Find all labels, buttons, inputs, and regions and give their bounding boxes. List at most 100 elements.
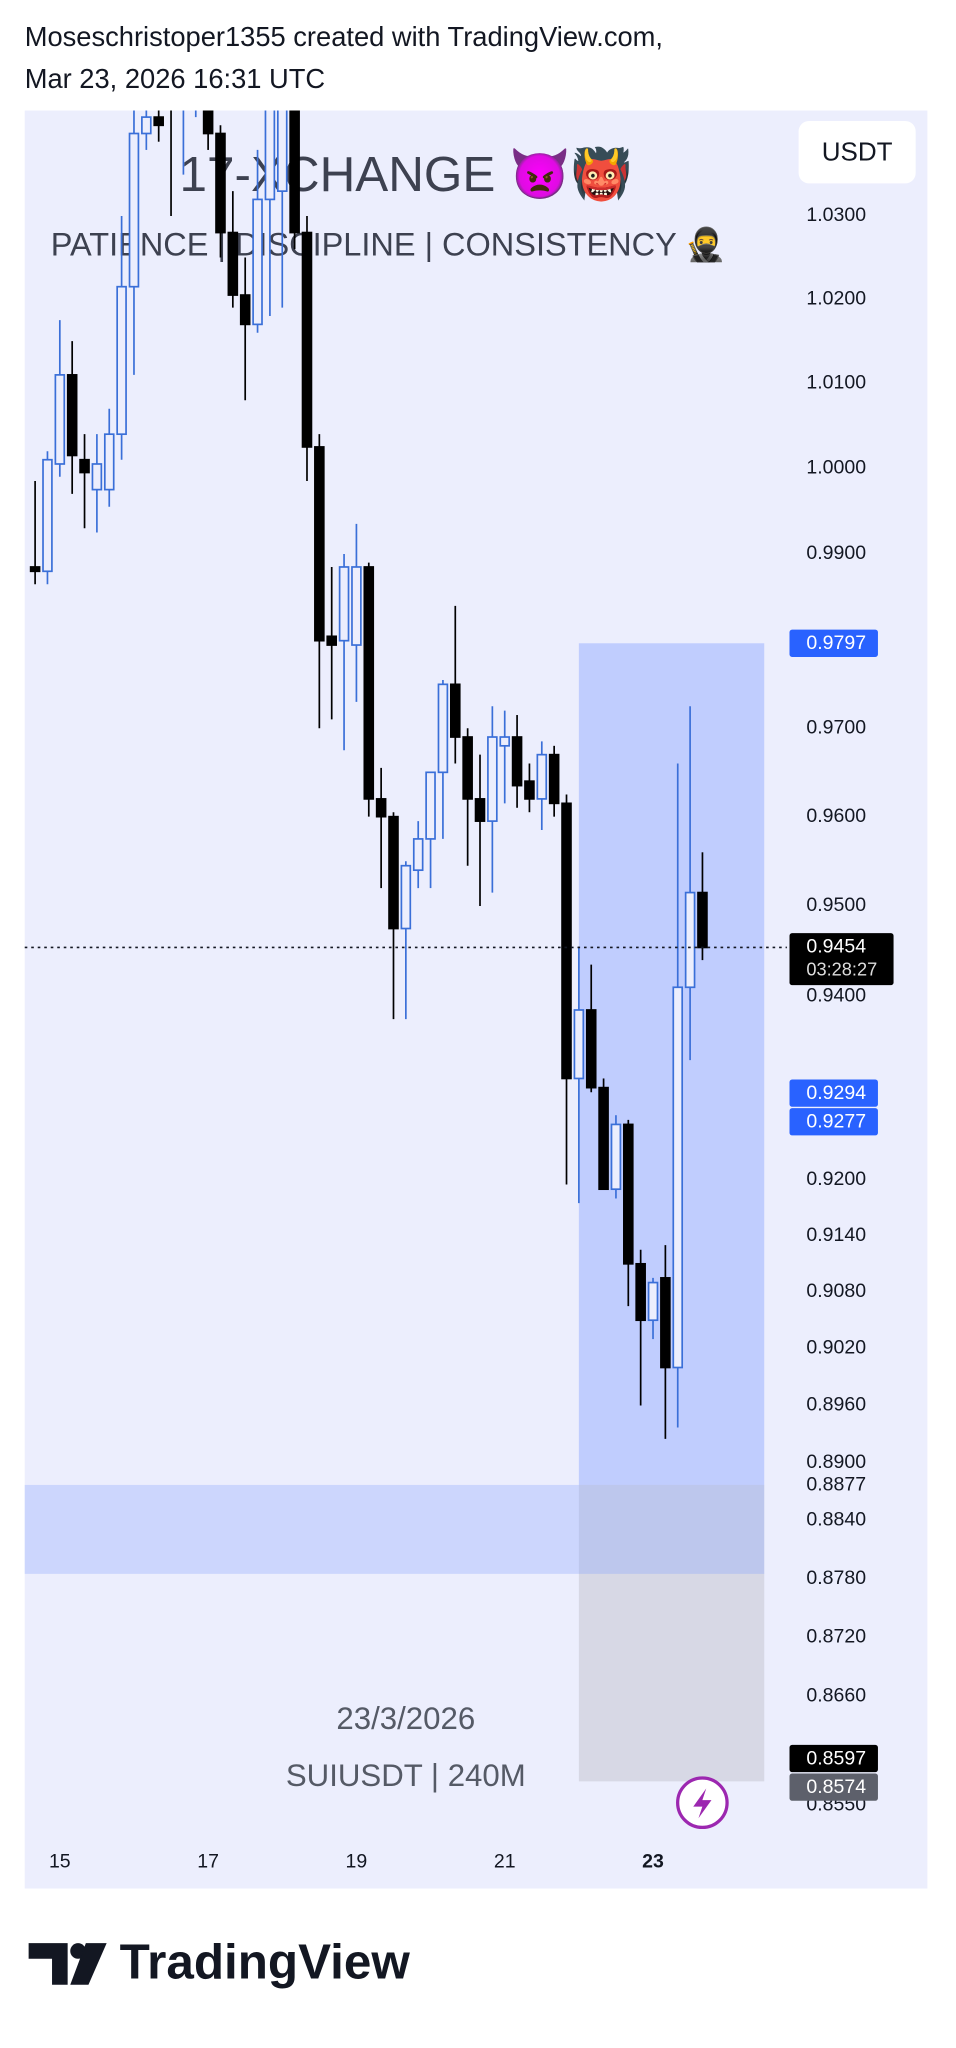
x-tick-label: 15: [49, 1851, 71, 1873]
y-tick-label: 0.9700: [806, 716, 866, 738]
countdown-label: 03:28:27: [806, 960, 877, 980]
candle-body: [276, 110, 288, 192]
price-label-bg: [789, 1079, 878, 1107]
candle-body: [623, 1123, 634, 1265]
alert-icon[interactable]: [676, 1776, 729, 1830]
candle-body: [412, 838, 424, 872]
candle-body: [548, 753, 560, 805]
y-tick-label: 1.0100: [806, 371, 866, 393]
candle-body: [474, 798, 486, 822]
y-tick-label: 0.9140: [806, 1224, 866, 1246]
price-label-bg: [789, 1773, 878, 1801]
candle-body: [239, 294, 251, 326]
price-label-bg: [789, 629, 878, 657]
y-tick-label: 0.8720: [806, 1625, 866, 1647]
y-tick-label: 1.0200: [806, 287, 866, 309]
y-tick-label: 0.8660: [806, 1684, 866, 1706]
candle-body: [487, 736, 498, 822]
y-tick-label: 0.9200: [806, 1168, 866, 1190]
y-tick-label: 0.9900: [806, 542, 866, 564]
candle-body: [42, 458, 53, 573]
candle-body: [610, 1123, 622, 1191]
plot-area: [24, 110, 765, 1782]
currency-label: USDT: [822, 136, 893, 166]
y-tick-label: 1.0000: [806, 456, 866, 478]
candle-body: [511, 736, 523, 787]
candle-body: [314, 446, 325, 642]
candle-body: [449, 683, 461, 738]
y-tick-label: 0.8780: [806, 1567, 866, 1589]
candle-body: [388, 815, 399, 930]
price-label: 0.9294: [806, 1082, 866, 1104]
candle-body: [128, 132, 140, 288]
candle-body: [573, 1009, 585, 1080]
price-label-bg: [789, 1108, 878, 1136]
x-tick-label: 17: [197, 1851, 219, 1873]
y-tick-label: 1.0300: [806, 204, 866, 226]
watermark-symbol: SUIUSDT | 240M: [286, 1758, 526, 1793]
current-price-label: 0.9454: [806, 936, 866, 958]
watermark-title: 17-XCHANGE 👿👹: [180, 144, 633, 202]
watermark-subtitle: PATIENCE | DISCIPLINE | CONSISTENCY 🥷: [51, 226, 726, 264]
candle-body: [351, 566, 362, 646]
candle-body: [524, 780, 535, 800]
candle-body: [660, 1277, 671, 1369]
y-tick-label: 0.9080: [806, 1280, 866, 1302]
x-tick-label: 19: [346, 1851, 368, 1873]
y-tick-label: 0.9400: [806, 985, 866, 1007]
candle-body: [585, 1009, 597, 1089]
candle-body: [536, 753, 548, 800]
candle-body: [301, 231, 313, 448]
price-label: 0.9277: [806, 1111, 866, 1133]
currency-button[interactable]: [798, 120, 916, 184]
candle-body: [326, 635, 337, 646]
candle-body: [91, 463, 103, 491]
candle-body: [400, 864, 412, 930]
candle-body: [437, 683, 449, 774]
candle-body: [215, 132, 226, 234]
header-line: Mar 23, 2026 16:31 UTC: [25, 63, 325, 94]
price-label: 0.8597: [806, 1747, 866, 1769]
candle-body: [103, 433, 115, 491]
brand: TradingView: [120, 1934, 411, 1989]
candle-body: [141, 116, 152, 135]
price-zone: [578, 643, 765, 1485]
price-label: 0.9797: [806, 632, 866, 654]
candle-body: [153, 116, 164, 127]
y-tick-label: 0.8840: [806, 1509, 866, 1531]
price-label: 0.8574: [806, 1776, 866, 1798]
y-tick-label: 0.8960: [806, 1394, 866, 1416]
candle-body: [116, 285, 127, 436]
candle-body: [375, 798, 387, 818]
y-tick-label: 0.9500: [806, 894, 866, 916]
candle-body: [79, 458, 90, 474]
header-line: Moseschristoper1355 created with Trading…: [25, 21, 663, 52]
candle-body: [363, 566, 375, 800]
candle-body: [647, 1281, 659, 1322]
candle-body: [684, 891, 696, 989]
candle-body: [425, 771, 436, 840]
candle-body: [462, 736, 473, 800]
watermark-date: 23/3/2026: [336, 1701, 475, 1736]
price-label: 0.8877: [806, 1474, 866, 1496]
candle-body: [264, 110, 276, 201]
price-zone: [578, 1484, 765, 1782]
current-price-bg: [789, 933, 894, 986]
candle-body: [54, 374, 66, 465]
candle-body: [338, 566, 350, 642]
candle-body: [598, 1086, 609, 1191]
price-label-bg: [789, 1744, 878, 1773]
candle-body: [499, 736, 511, 747]
candle-body: [289, 110, 300, 234]
x-tick-label: 23: [642, 1851, 664, 1873]
y-tick-label: 0.9600: [806, 805, 866, 827]
tradingview-logo: [28, 1943, 107, 1985]
candle-body: [561, 802, 572, 1080]
candle-body: [227, 231, 239, 296]
y-tick-label: 0.8900: [806, 1451, 866, 1473]
candle-body: [252, 198, 263, 326]
candle-body: [66, 374, 78, 457]
candle-body: [672, 986, 684, 1369]
